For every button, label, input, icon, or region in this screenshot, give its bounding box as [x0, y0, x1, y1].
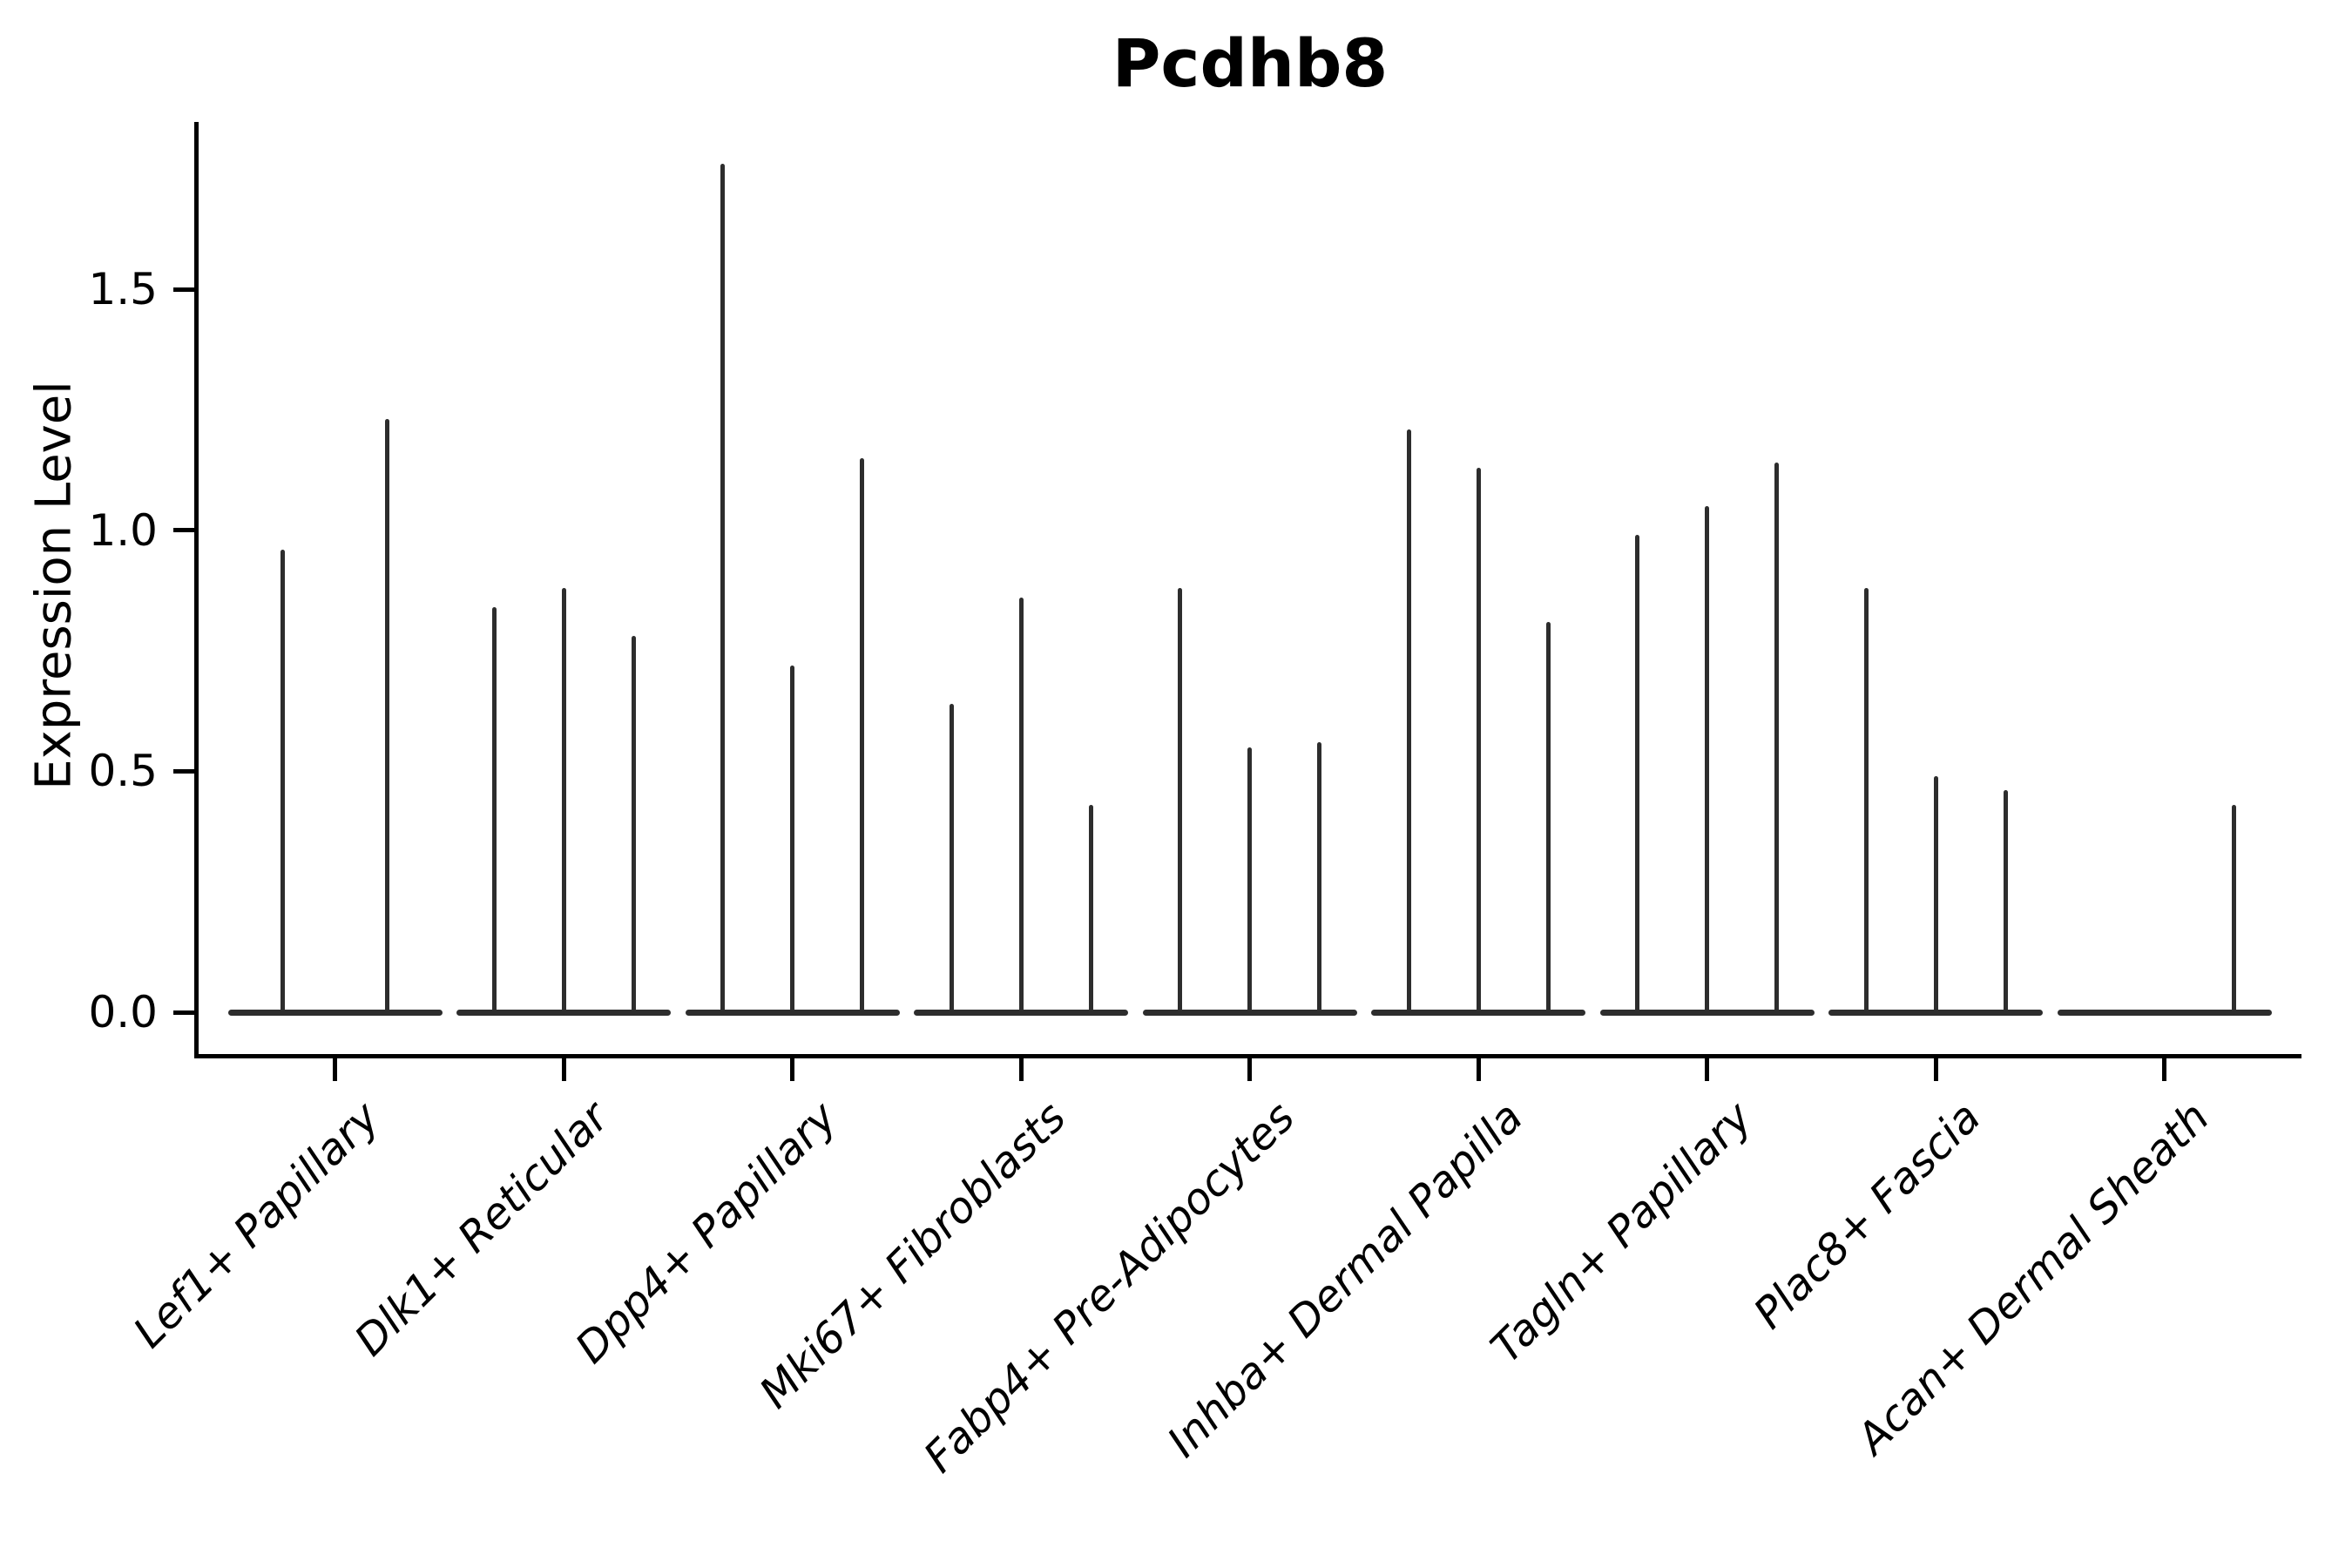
violin-spike: [1635, 535, 1640, 1015]
violin-spike: [561, 588, 566, 1015]
violin-spike: [1247, 747, 1253, 1015]
violin-spike: [949, 703, 954, 1015]
x-tick: [790, 1058, 795, 1081]
violin-spike: [280, 549, 286, 1015]
x-tick-label: Fabp4+ Pre-Adipocytes: [914, 1092, 1304, 1483]
violin-spike: [631, 636, 636, 1015]
violin-spike: [1088, 805, 1093, 1015]
violin-baseline: [227, 1009, 443, 1016]
violin-spike: [1317, 742, 1322, 1015]
x-tick: [1476, 1058, 1481, 1081]
violin-spike: [720, 164, 726, 1015]
y-tick: [173, 768, 194, 774]
violin-spike: [1863, 588, 1869, 1015]
violin-spike: [790, 665, 795, 1015]
x-tick: [333, 1058, 338, 1081]
x-tick: [1247, 1058, 1253, 1081]
violin-baseline: [2057, 1009, 2272, 1016]
chart-title: Pcdhb8: [1112, 24, 1389, 102]
violin-spike: [1933, 775, 1938, 1015]
x-tick: [2162, 1058, 2167, 1081]
y-tick-label: 1.5: [88, 264, 158, 315]
y-tick-label: 0.0: [88, 987, 158, 1037]
y-tick-label: 0.5: [88, 746, 158, 797]
violin-spike: [860, 457, 865, 1015]
x-tick-label: Lef1+ Papillary: [124, 1092, 389, 1358]
violin-spike: [2003, 790, 2008, 1015]
x-axis-spine: [194, 1054, 2301, 1058]
violin-spike: [1178, 588, 1183, 1015]
violin-spike: [385, 419, 390, 1015]
violin-spike: [1705, 506, 1710, 1015]
violin-spike: [1476, 467, 1481, 1015]
x-tick: [1018, 1058, 1024, 1081]
violin-spike: [1018, 598, 1024, 1015]
violin-spike: [1545, 621, 1551, 1015]
violin-spike: [491, 607, 497, 1015]
violin-spike: [2232, 805, 2237, 1015]
x-tick-label: Plac8+ Fascia: [1744, 1092, 1990, 1339]
x-tick: [1933, 1058, 1938, 1081]
x-tick: [561, 1058, 566, 1081]
y-axis-spine: [194, 122, 199, 1058]
y-tick: [173, 287, 194, 292]
violin-spike: [1774, 463, 1780, 1015]
y-tick-label: 1.0: [88, 504, 158, 556]
y-tick: [173, 1010, 194, 1015]
y-axis-label: Expression Level: [25, 381, 83, 790]
violin-spike: [1406, 429, 1411, 1015]
x-tick-label: Dlk1+ Reticular: [344, 1092, 618, 1366]
y-tick: [173, 528, 194, 533]
x-tick: [1705, 1058, 1710, 1081]
